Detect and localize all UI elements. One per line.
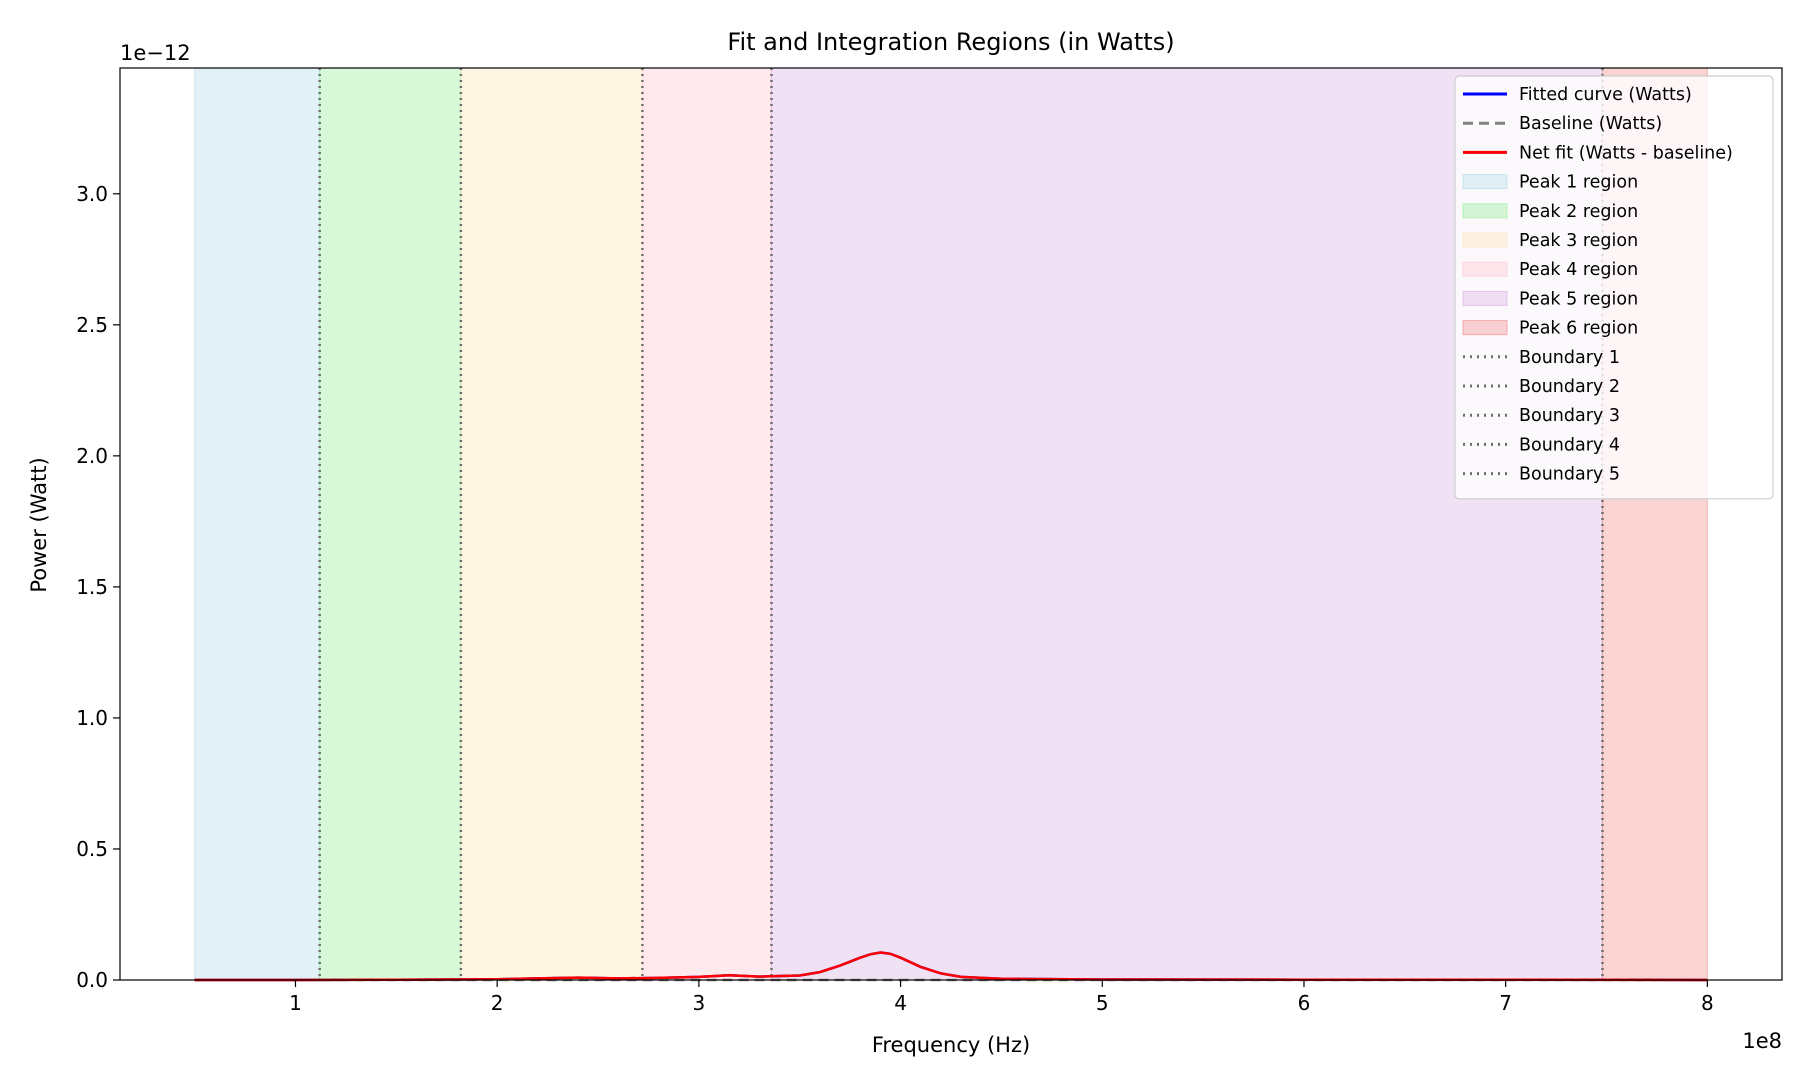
y-tick-label: 2.0 <box>76 444 108 468</box>
y-axis-label: Power (Watt) <box>27 457 51 592</box>
legend-swatch <box>1462 320 1508 336</box>
x-tick-label: 6 <box>1298 991 1311 1015</box>
x-tick-label: 4 <box>894 991 907 1015</box>
x-axis-label: Frequency (Hz) <box>872 1033 1030 1057</box>
legend-label: Baseline (Watts) <box>1519 114 1662 134</box>
legend-swatch <box>1462 174 1508 190</box>
y-tick-label: 3.0 <box>76 182 108 206</box>
x-tick-label: 5 <box>1096 991 1109 1015</box>
y-tick-label: 0.5 <box>76 837 108 861</box>
peak-region-4 <box>641 67 772 981</box>
legend-label: Peak 3 region <box>1519 231 1638 251</box>
legend-label: Peak 1 region <box>1519 173 1638 193</box>
legend-label: Boundary 1 <box>1519 348 1620 368</box>
x-tick-label: 3 <box>693 991 706 1015</box>
x-axis-offset-label: 1e8 <box>1742 1029 1782 1053</box>
series-line-3 <box>194 951 1708 982</box>
chart-title: Fit and Integration Regions (in Watts) <box>727 28 1174 56</box>
y-axis-offset-label: 1e−12 <box>120 41 191 65</box>
legend-swatch <box>1462 290 1508 306</box>
x-tick-label: 2 <box>491 991 504 1015</box>
legend-label: Net fit (Watts - baseline) <box>1519 143 1733 163</box>
y-tick-label: 0.0 <box>76 968 108 992</box>
y-tick-label: 1.0 <box>76 706 108 730</box>
legend-box <box>1454 75 1774 500</box>
x-axis-ticks: 1 2 3 4 5 6 7 8 <box>289 980 1714 1015</box>
peak-region-2 <box>319 67 462 981</box>
legend-label: Peak 6 region <box>1519 319 1638 339</box>
y-axis-ticks: 0.0 0.5 1.0 1.5 2.0 2.5 3.0 <box>76 182 120 992</box>
legend-label: Peak 2 region <box>1519 202 1638 222</box>
legend-label: Boundary 5 <box>1519 465 1620 485</box>
x-tick-label: 7 <box>1499 991 1512 1015</box>
legend: Fitted curve (Watts) Baseline (Watts) Net … <box>1454 75 1774 500</box>
legend-swatch <box>1462 232 1508 248</box>
legend-swatch <box>1462 203 1508 219</box>
legend-label: Fitted curve (Watts) <box>1519 85 1692 105</box>
legend-label: Boundary 3 <box>1519 406 1620 426</box>
peak-region-3 <box>460 67 643 981</box>
legend-label: Peak 4 region <box>1519 260 1638 280</box>
y-tick-label: 1.5 <box>76 575 108 599</box>
legend-swatch <box>1462 261 1508 277</box>
peak-region-1 <box>194 67 321 981</box>
axes-frame <box>119 67 1783 981</box>
x-tick-label: 8 <box>1701 991 1714 1015</box>
legend-label: Boundary 4 <box>1519 435 1620 455</box>
x-tick-label: 1 <box>289 991 302 1015</box>
y-tick-label: 2.5 <box>76 313 108 337</box>
legend-label: Peak 5 region <box>1519 289 1638 309</box>
legend-label: Boundary 2 <box>1519 377 1620 397</box>
